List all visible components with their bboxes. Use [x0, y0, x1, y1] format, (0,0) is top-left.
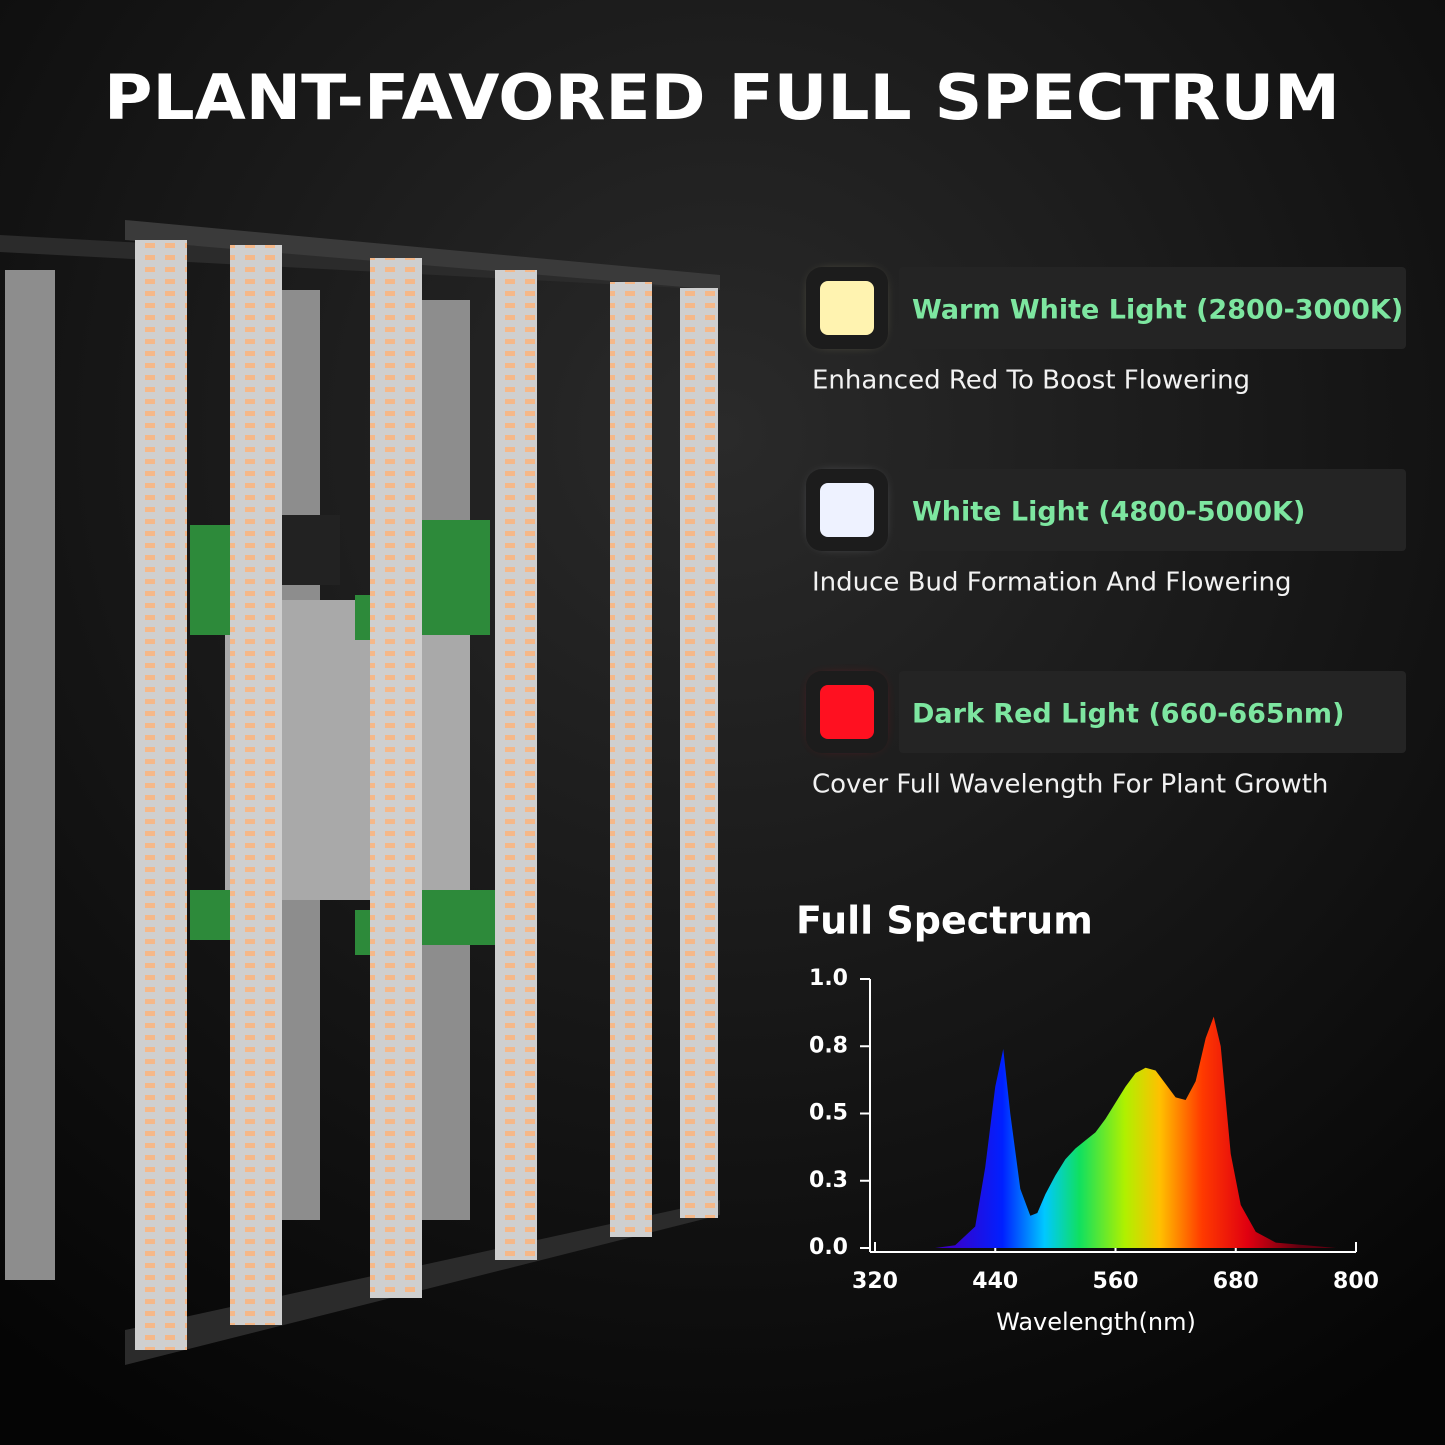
y-tick-label: 0.8 — [809, 1033, 848, 1058]
x-axis-label: Wavelength(nm) — [996, 1308, 1196, 1336]
chart: Full Spectrum Wavelength(nm) 0.0 0.3 0.5 0.… — [796, 899, 1379, 1337]
label-box — [899, 267, 1406, 349]
chart-title: Full Spectrum — [796, 899, 1093, 943]
feature-description: Enhanced Red To Boost Flowering — [812, 366, 1250, 396]
page-title: PLANT-FAVORED FULL SPECTRUM — [104, 61, 1340, 134]
feature-description: Induce Bud Formation And Flowering — [812, 568, 1292, 598]
y-tick-label: 0.0 — [809, 1235, 848, 1260]
x-tick-label: 800 — [1333, 1269, 1379, 1294]
x-tick-label: 560 — [1093, 1269, 1139, 1294]
x-tick-label: 320 — [852, 1269, 898, 1294]
feature-label: Dark Red Light (660-665nm) — [912, 699, 1344, 730]
label-box — [899, 469, 1406, 551]
y-tick-label: 0.5 — [809, 1101, 848, 1126]
y-tick-label: 0.3 — [809, 1168, 848, 1193]
product-image — [0, 220, 720, 1365]
icon — [820, 483, 874, 537]
label-box — [899, 671, 1406, 753]
x-tick-label: 440 — [972, 1269, 1018, 1294]
icon — [820, 685, 874, 739]
feature-list: Warm White Light (2800-3000K) Enhanced Re… — [806, 267, 1406, 800]
feature-description: Cover Full Wavelength For Plant Growth — [812, 770, 1328, 800]
y-tick-label: 1.0 — [809, 966, 848, 991]
spectrum-area — [935, 1016, 1336, 1248]
icon — [820, 281, 874, 335]
x-tick-label: 680 — [1213, 1269, 1259, 1294]
feature-label: Warm White Light (2800-3000K) — [912, 295, 1403, 326]
feature-label: White Light (4800-5000K) — [912, 497, 1305, 528]
